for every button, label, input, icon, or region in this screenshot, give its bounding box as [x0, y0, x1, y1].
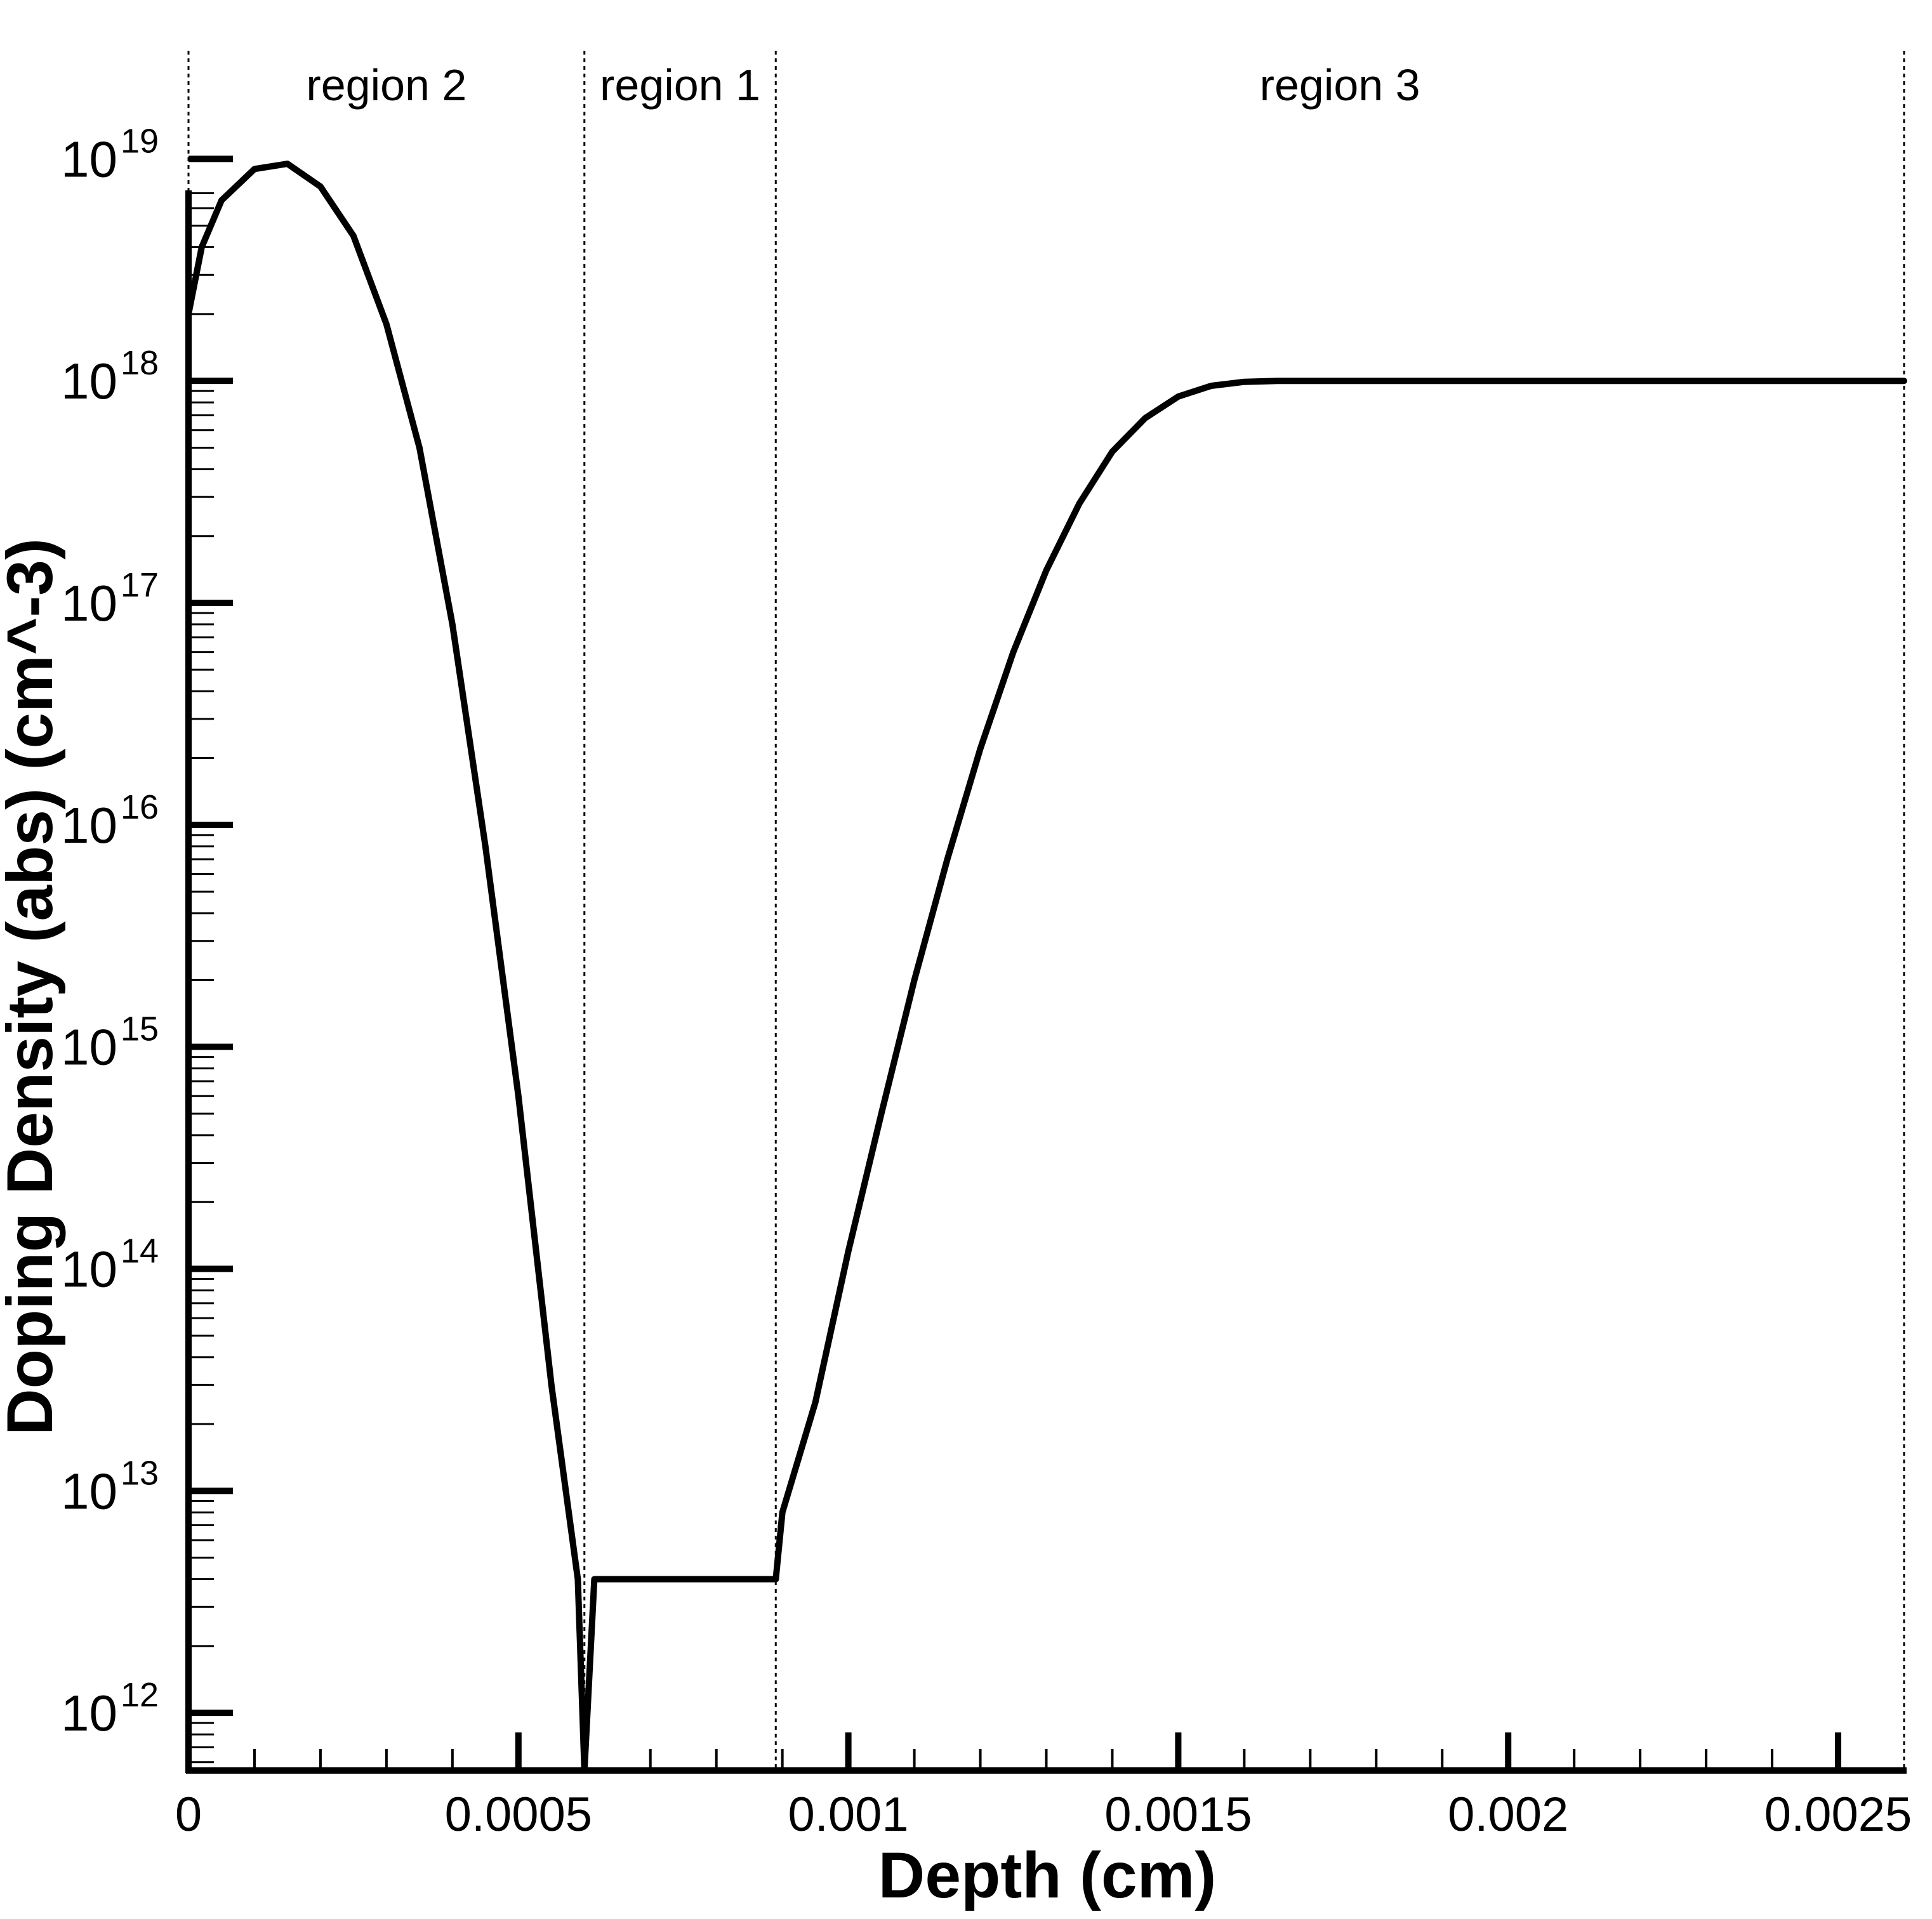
region-label: region 1	[600, 60, 760, 110]
y-axis-label: Doping Density (abs) (cm^-3)	[0, 538, 66, 1435]
region-label: region 2	[306, 60, 466, 110]
y-tick-label-base: 10	[61, 353, 117, 409]
y-tick-label-exponent: 16	[121, 788, 159, 826]
doping-profile-line	[185, 161, 1907, 1774]
y-tick-label-exponent: 15	[121, 1010, 159, 1048]
x-tick-label: 0.002	[1448, 1788, 1568, 1842]
x-tick-label: 0.0015	[1104, 1788, 1252, 1842]
y-tick-label-exponent: 12	[121, 1676, 159, 1714]
y-tick-label-base: 10	[61, 797, 117, 854]
y-tick-label-base: 10	[61, 1685, 117, 1741]
x-axis-label: Depth (cm)	[878, 1839, 1217, 1911]
y-tick-label: 10 15	[61, 1010, 159, 1076]
y-tick-label: 10 13	[61, 1454, 159, 1519]
y-tick-label-exponent: 17	[121, 566, 159, 604]
y-tick-label: 10 16	[61, 788, 159, 854]
axis-ticks	[189, 155, 1842, 1771]
x-tick-label: 0	[175, 1788, 202, 1842]
region-dividers: region 2 region 1 region 3	[187, 51, 1905, 1771]
series-layer	[185, 161, 1907, 1774]
axes	[185, 190, 1907, 1774]
y-tick-label: 10 18	[61, 344, 159, 409]
x-tick-label: 0.0005	[445, 1788, 592, 1842]
y-tick-label: 10 17	[61, 566, 159, 631]
y-tick-label-exponent: 18	[121, 344, 159, 382]
region-label: region 3	[1260, 60, 1420, 110]
y-tick-label-base: 10	[61, 575, 117, 631]
y-tick-label-base: 10	[61, 1463, 117, 1519]
y-tick-label-base: 10	[61, 131, 117, 187]
y-tick-label-base: 10	[61, 1241, 117, 1298]
y-tick-label-exponent: 13	[121, 1454, 159, 1492]
x-tick-label: 0.001	[788, 1788, 909, 1842]
y-tick-label-base: 10	[61, 1019, 117, 1076]
y-tick-label: 10 12	[61, 1676, 159, 1741]
y-tick-label: 10 19	[61, 122, 159, 187]
x-tick-label: 0.0025	[1764, 1788, 1912, 1842]
y-tick-label: 10 14	[61, 1232, 159, 1298]
y-tick-label-exponent: 19	[121, 122, 159, 160]
y-tick-label-exponent: 14	[121, 1232, 159, 1270]
